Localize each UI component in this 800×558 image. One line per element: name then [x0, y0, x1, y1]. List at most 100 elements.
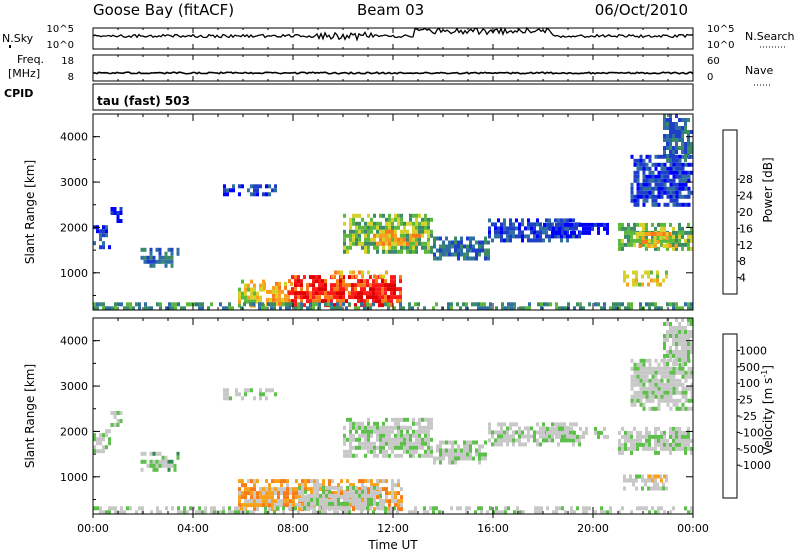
echo-cell-14	[681, 350, 684, 354]
echo-cell-9	[412, 237, 415, 242]
echo-cell-7	[466, 456, 469, 461]
echo-cell-18	[294, 306, 297, 311]
echo-cell-14	[672, 326, 675, 330]
echo-cell-16	[669, 178, 673, 183]
echo-cell-8	[352, 221, 355, 226]
echo-cell-14	[672, 342, 675, 346]
echo-cell-11	[539, 230, 542, 235]
echo-cell-13	[642, 390, 646, 395]
echo-cell-10	[475, 252, 478, 257]
echo-cell-13	[630, 242, 633, 247]
echo-cell-12	[579, 230, 582, 235]
echo-cell-8	[343, 233, 346, 238]
echo-cell-10	[684, 442, 687, 447]
echo-cell-18	[648, 302, 651, 307]
echo-cell-6	[393, 291, 396, 296]
echo-cell-2	[158, 463, 162, 468]
echo-cell-6	[315, 287, 318, 292]
echo-cell-10	[463, 244, 466, 249]
echo-cell-13	[669, 386, 673, 391]
echo-cell-4	[376, 491, 379, 496]
echo-cell-4	[358, 487, 361, 492]
echo-cell-8	[361, 229, 364, 234]
echo-cell-5	[343, 501, 346, 506]
echo-cell-10	[460, 236, 463, 241]
colorbar-tick-label: 25	[739, 394, 753, 407]
echo-cell-13	[678, 238, 681, 243]
echo-cell-0	[99, 233, 102, 238]
echo-cell-14	[666, 362, 669, 366]
echo-cell-11	[665, 478, 668, 483]
echo-cell-8	[491, 430, 494, 435]
colorbar-tick-label: 12	[739, 239, 753, 252]
echo-cell-13	[636, 378, 640, 383]
echo-cell-4	[280, 503, 283, 508]
echo-cell-13	[660, 366, 664, 371]
echo-cell-6	[351, 275, 354, 280]
echo-cell-15	[177, 510, 180, 515]
echo-cell-4	[238, 295, 241, 300]
echo-cell-4	[382, 499, 385, 504]
echo-cell-5	[304, 489, 307, 494]
echo-cell-18	[594, 302, 597, 307]
echo-cell-16	[639, 182, 643, 187]
echo-cell-8	[542, 438, 545, 443]
echo-cell-7	[349, 270, 352, 275]
echo-cell-5	[355, 489, 358, 494]
echo-cell-13	[639, 366, 643, 371]
echo-cell-7	[463, 452, 466, 457]
echo-cell-15	[662, 278, 665, 283]
echo-cell-17	[684, 126, 687, 130]
echo-cell-6	[294, 283, 297, 288]
echo-cell-14	[687, 330, 690, 334]
echo-cell-8	[497, 442, 500, 447]
echo-cell-12	[582, 226, 585, 231]
echo-cell-7	[463, 448, 466, 453]
echo-cell-4	[244, 287, 247, 292]
echo-cell-14	[641, 236, 645, 240]
echo-cell-8	[403, 241, 406, 246]
echo-cell-10	[660, 430, 663, 435]
echo-cell-6	[288, 299, 291, 304]
echo-cell-0	[96, 441, 99, 446]
echo-cell-4	[250, 279, 253, 284]
echo-cell-18	[588, 302, 591, 307]
echo-cell-18	[402, 306, 405, 311]
echo-cell-16	[657, 202, 661, 207]
echo-cell-6	[297, 283, 300, 288]
echo-cell-13	[630, 238, 633, 243]
echo-cell-10	[666, 446, 669, 451]
echo-cell-13	[690, 386, 694, 391]
echo-cell-6	[312, 291, 315, 296]
echo-cell-13	[660, 378, 664, 383]
echo-cell-17	[672, 130, 675, 134]
echo-cell-9	[409, 237, 412, 242]
echo-cell-10	[448, 252, 451, 257]
echo-cell-8	[506, 426, 509, 431]
echo-cell-5	[322, 485, 325, 490]
echo-cell-13	[666, 238, 669, 243]
echo-cell-6	[372, 291, 375, 296]
colorbar-tick-label: 28	[739, 173, 753, 186]
echo-cell-10	[669, 442, 672, 447]
echo-cell-6	[427, 433, 430, 438]
echo-cell-6	[360, 291, 363, 296]
echo-cell-2	[149, 451, 153, 456]
echo-cell-15	[659, 282, 662, 287]
echo-cell-6	[351, 287, 354, 292]
echo-cell-18	[99, 302, 102, 307]
echo-cell-13	[648, 366, 652, 371]
echo-cell-11	[545, 218, 548, 223]
echo-cell-14	[672, 362, 675, 366]
echo-cell-15	[237, 510, 240, 515]
echo-cell-0	[108, 441, 111, 446]
echo-cell-6	[427, 441, 430, 446]
echo-cell-11	[566, 238, 569, 243]
echo-cell-8	[409, 241, 412, 246]
echo-cell-4	[337, 483, 340, 488]
echo-cell-8	[563, 422, 566, 427]
echo-cell-8	[500, 442, 503, 447]
echo-cell-2	[152, 255, 156, 260]
echo-cell-12	[564, 230, 567, 235]
ytick-label: 1000	[60, 471, 88, 484]
